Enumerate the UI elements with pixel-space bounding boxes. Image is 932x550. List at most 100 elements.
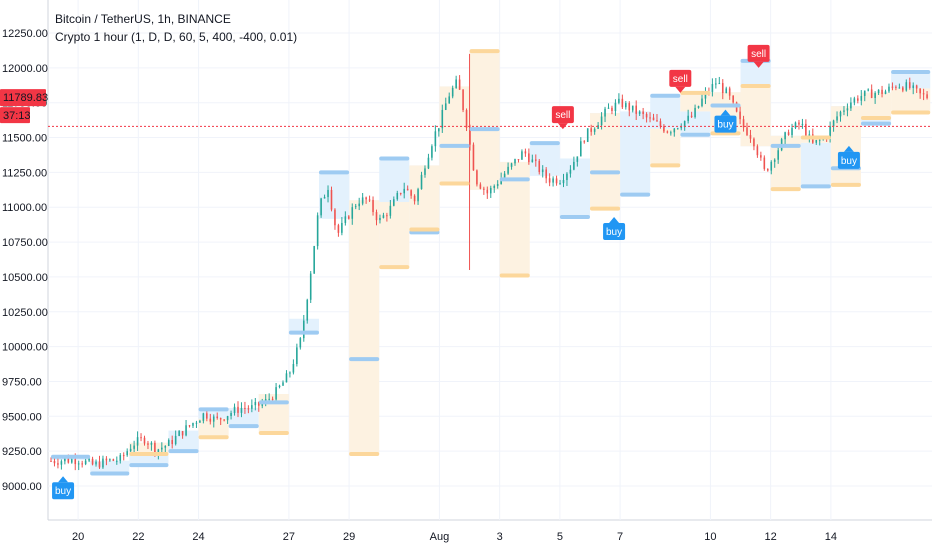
candle-body: [531, 159, 534, 163]
buy-signal[interactable]: buy: [714, 109, 737, 133]
candle-body: [604, 108, 606, 117]
candle-body: [649, 117, 651, 119]
price-marker: 11789.83 37:13: [0, 89, 48, 124]
candle-body: [254, 401, 257, 406]
candle-body: [718, 83, 721, 85]
candle-body: [576, 156, 579, 162]
orange-level-fill: [740, 85, 771, 147]
blue-level-fill: [559, 158, 590, 217]
candle-body: [202, 413, 205, 421]
candle-body: [548, 178, 551, 183]
candle-body: [746, 127, 748, 136]
orange-level-fill: [891, 88, 931, 113]
y-tick-label: 9250.00: [2, 446, 42, 458]
candle-body: [393, 199, 395, 206]
signals[interactable]: buy sell buy sell buy sell buy: [52, 44, 860, 500]
candle-body: [860, 95, 863, 101]
candle-body: [116, 460, 118, 462]
signal-label: buy: [55, 486, 71, 497]
orange-level-fill: [469, 51, 500, 190]
x-tick-label: 29: [343, 531, 355, 543]
orange-level-fill: [349, 200, 380, 454]
candle-body: [514, 159, 516, 164]
x-tick-label: 3: [497, 531, 503, 543]
blue-level-fill: [228, 407, 259, 427]
candle-body: [465, 110, 468, 128]
candle-body: [749, 135, 752, 139]
candle-body: [915, 85, 918, 89]
signal-label: buy: [717, 120, 733, 131]
candle-body: [739, 111, 741, 120]
candle-body: [143, 437, 146, 444]
blue-level-fill: [650, 95, 681, 129]
sell-signal[interactable]: sell: [551, 106, 574, 130]
candle-body: [566, 173, 568, 181]
candle-body: [666, 131, 669, 133]
signal-label: buy: [841, 156, 857, 167]
signal-label: sell: [673, 74, 688, 85]
candle-body: [164, 445, 167, 448]
candle-body: [358, 203, 360, 207]
candle-body: [410, 190, 412, 196]
candle-body: [448, 96, 451, 104]
candle-body: [902, 87, 904, 91]
candle-body: [257, 401, 260, 406]
candle-body: [600, 116, 603, 126]
candle-body: [756, 146, 759, 156]
blue-level-fill: [891, 72, 931, 89]
candle-body: [687, 115, 689, 121]
buy-signal[interactable]: buy: [603, 216, 626, 240]
buy-signal[interactable]: buy: [52, 476, 75, 500]
candle-body: [70, 459, 73, 463]
candle-body: [541, 169, 544, 173]
candle-body: [507, 166, 509, 174]
candle-body: [573, 161, 575, 170]
signal-box: [603, 222, 626, 240]
candle-body: [663, 126, 665, 132]
orange-level-fill: [650, 128, 681, 166]
x-tick-label: 20: [72, 531, 84, 543]
candle-body: [417, 189, 419, 202]
candle-body: [247, 408, 250, 410]
candle-body: [271, 398, 274, 400]
candle-body: [233, 406, 236, 413]
candle-body: [64, 458, 66, 462]
candle-body: [209, 418, 212, 422]
candle-body: [770, 161, 773, 171]
candle-body: [330, 189, 333, 210]
candle-body: [237, 406, 239, 413]
candle-body: [167, 440, 170, 446]
candle-body: [327, 189, 329, 198]
candle-body: [50, 460, 52, 462]
candle-body: [81, 463, 83, 465]
candle-body: [874, 92, 876, 98]
sell-signal[interactable]: sell: [747, 44, 770, 68]
candle-body: [818, 139, 821, 141]
candle-body: [150, 442, 153, 445]
candle-body: [843, 110, 845, 112]
y-tick-label: 10250.00: [2, 307, 48, 319]
candles: [50, 53, 928, 471]
candle-body: [711, 84, 714, 92]
candle-body: [528, 153, 530, 163]
candle-body: [559, 183, 561, 185]
buy-signal[interactable]: buy: [837, 145, 860, 169]
signal-pointer: [753, 61, 764, 68]
candle-body: [895, 86, 897, 88]
candle-body: [524, 151, 527, 154]
orange-level-fill: [680, 92, 711, 112]
blue-level-fill: [529, 143, 560, 176]
candle-body: [306, 299, 309, 321]
indicator-legend[interactable]: Crypto 1 hour (1, D, D, 60, 5, 400, -400…: [55, 30, 298, 44]
candle-body: [178, 431, 180, 436]
sell-signal[interactable]: sell: [669, 69, 692, 93]
y-tick-label: 12250.00: [2, 28, 48, 40]
candle-body: [496, 184, 499, 186]
candle-body: [545, 169, 547, 179]
candle-body: [922, 93, 925, 95]
blue-level-fill: [318, 172, 350, 219]
signal-pointer: [720, 109, 731, 116]
candle-body: [787, 132, 790, 136]
